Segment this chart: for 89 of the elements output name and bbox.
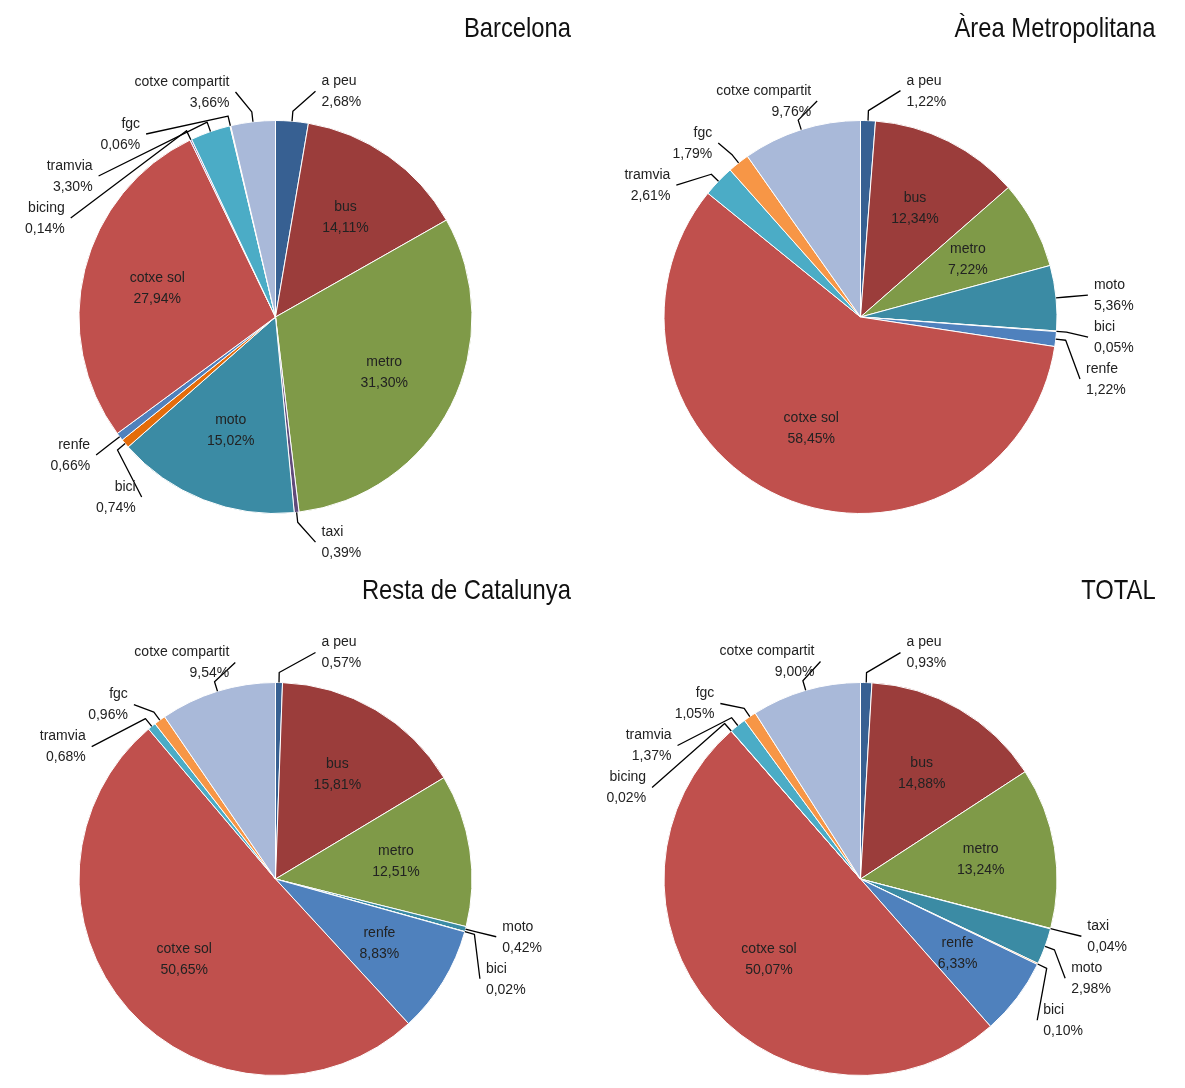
chart-title: Barcelona — [463, 12, 571, 44]
slice-label: fgc — [109, 685, 128, 702]
slice-label: moto — [502, 917, 534, 934]
slice-label: taxi — [321, 523, 344, 540]
slice-label: a peu — [321, 633, 357, 650]
data-label: 0,02% — [606, 789, 647, 806]
data-label: 1,05% — [674, 705, 715, 722]
data-label: 14,11% — [322, 219, 369, 236]
data-label: 0,02% — [485, 980, 526, 997]
data-label: 1,79% — [672, 144, 713, 161]
data-label: 2,98% — [1071, 980, 1111, 997]
slice-label: fgc — [695, 684, 715, 701]
slice-label: bus — [326, 754, 349, 771]
data-label: 0,68% — [45, 748, 86, 765]
slice-label: cotxe sol — [156, 940, 212, 957]
slice-label: fgc — [693, 123, 713, 140]
data-label: 8,83% — [359, 944, 400, 961]
data-label: 15,81% — [313, 775, 362, 792]
data-label: 1,22% — [906, 92, 947, 109]
slice-label: moto — [215, 411, 247, 428]
slice-label: tramvia — [46, 156, 93, 173]
slice-label: bicing — [609, 768, 647, 785]
data-label: 0,57% — [321, 654, 362, 671]
slice-label: bici — [485, 959, 507, 976]
data-label: 14,88% — [897, 775, 946, 792]
data-label: 13,24% — [957, 861, 1005, 878]
chart-title: Àrea Metropolitana — [954, 12, 1156, 44]
slice-label: moto — [1071, 959, 1103, 976]
slice-label: bus — [334, 198, 357, 215]
data-label: 6,33% — [937, 954, 978, 971]
data-label: 12,34% — [891, 209, 939, 226]
slice-label: metro — [378, 841, 415, 858]
slice-label: cotxe compartit — [134, 72, 230, 89]
data-label: 31,30% — [360, 373, 408, 390]
slice-label: tramvia — [625, 726, 672, 743]
slice-label: taxi — [1087, 917, 1110, 934]
chart-title: Resta de Catalunya — [361, 574, 571, 606]
slice-label: renfe — [1086, 359, 1119, 376]
slice-label: metro — [962, 840, 999, 857]
data-label: 0,06% — [100, 135, 141, 152]
slice-label: bici — [1043, 1001, 1065, 1018]
slice-label: metro — [366, 352, 403, 369]
data-label: 2,68% — [321, 93, 362, 110]
slice-label: moto — [1093, 275, 1126, 292]
data-label: 1,37% — [631, 747, 672, 764]
data-label: 0,93% — [906, 654, 947, 671]
data-label: 0,66% — [50, 456, 91, 473]
slice-label: cotxe sol — [741, 940, 797, 957]
data-label: 0,39% — [321, 544, 362, 561]
slice-label: metro — [949, 240, 986, 257]
slice-label: bici — [114, 477, 136, 494]
data-label: 2,61% — [630, 186, 671, 203]
data-label: 15,02% — [206, 432, 255, 449]
slice-label: a peu — [906, 71, 942, 88]
slice-label: bici — [1094, 317, 1116, 334]
data-label: 3,30% — [52, 177, 93, 194]
slice-label: renfe — [58, 435, 91, 452]
slice-label: cotxe compartit — [719, 642, 815, 659]
slice-label: fgc — [121, 114, 141, 131]
data-label: 50,65% — [160, 961, 208, 978]
slice-label: tramvia — [624, 165, 671, 182]
data-label: 27,94% — [133, 289, 181, 306]
slice-label: a peu — [906, 633, 942, 650]
data-label: 58,45% — [787, 430, 835, 447]
data-label: 0,14% — [25, 219, 65, 236]
slice-label: bus — [910, 754, 933, 771]
data-label: 12,51% — [372, 862, 420, 879]
data-label: 0,42% — [502, 938, 542, 955]
data-label: 3,66% — [189, 93, 230, 110]
slice-label: a peu — [321, 72, 357, 89]
slice-label: cotxe compartit — [716, 81, 812, 98]
data-label: 5,36% — [1093, 296, 1134, 313]
data-label: 0,74% — [95, 498, 136, 515]
slice-label: renfe — [363, 923, 396, 940]
data-label: 0,04% — [1087, 938, 1128, 955]
data-label: 0,96% — [88, 706, 128, 723]
data-label: 0,10% — [1043, 1022, 1083, 1039]
data-label: 1,22% — [1086, 380, 1126, 397]
slice-label: cotxe sol — [783, 409, 839, 426]
slice-label: cotxe compartit — [134, 643, 230, 660]
slice-label: bus — [903, 188, 927, 205]
data-label: 7,22% — [948, 261, 988, 278]
slice-label: tramvia — [39, 727, 86, 744]
slice-label: cotxe sol — [129, 268, 185, 285]
slice-label: renfe — [941, 933, 974, 950]
data-label: 0,05% — [1094, 338, 1134, 355]
data-label: 50,07% — [745, 961, 793, 978]
slice-label: bicing — [28, 198, 65, 215]
chart-title: TOTAL — [1081, 574, 1156, 606]
